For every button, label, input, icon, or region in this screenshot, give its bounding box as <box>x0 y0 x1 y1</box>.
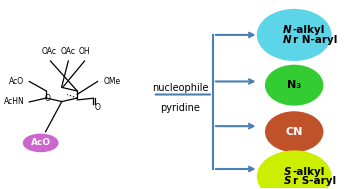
Text: S: S <box>283 167 291 177</box>
Text: pyridine: pyridine <box>161 103 200 113</box>
Text: S: S <box>283 176 291 186</box>
Text: r S-aryl: r S-aryl <box>293 176 336 186</box>
Text: N: N <box>282 35 291 45</box>
Text: OMe: OMe <box>104 77 121 86</box>
Text: -alkyl: -alkyl <box>293 25 325 35</box>
Text: OAc: OAc <box>41 47 56 56</box>
Text: -alkyl: -alkyl <box>293 167 325 177</box>
Ellipse shape <box>257 9 331 61</box>
Ellipse shape <box>23 134 58 152</box>
Text: AcHN: AcHN <box>4 98 25 106</box>
Text: N: N <box>282 25 291 35</box>
Text: N₃: N₃ <box>287 80 301 90</box>
Text: AcO: AcO <box>30 138 51 147</box>
Ellipse shape <box>265 65 324 106</box>
Text: O: O <box>94 103 100 112</box>
Text: r N-aryl: r N-aryl <box>293 35 337 45</box>
Text: AcO: AcO <box>9 77 25 86</box>
Ellipse shape <box>265 111 324 152</box>
Text: CN: CN <box>285 127 303 137</box>
Ellipse shape <box>257 150 331 189</box>
Text: OH: OH <box>79 47 90 56</box>
Text: OAc: OAc <box>61 47 76 56</box>
Text: nucleophile: nucleophile <box>152 83 209 93</box>
Text: O: O <box>45 94 51 103</box>
